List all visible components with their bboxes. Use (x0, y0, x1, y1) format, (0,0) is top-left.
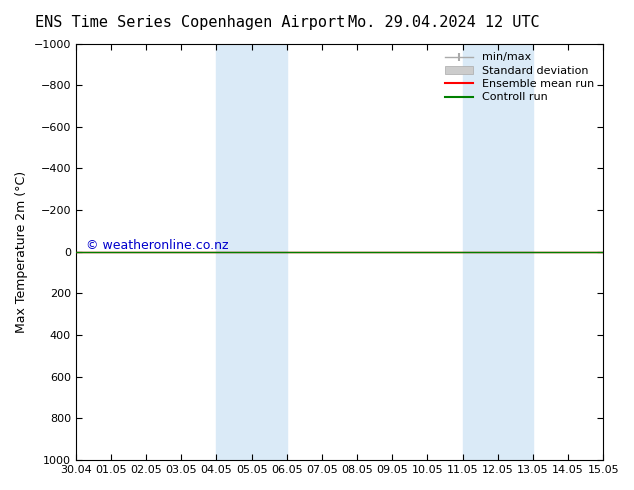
Text: Mo. 29.04.2024 12 UTC: Mo. 29.04.2024 12 UTC (348, 15, 540, 30)
Bar (463, 44, 533, 460)
Text: ENS Time Series Copenhagen Airport: ENS Time Series Copenhagen Airport (35, 15, 346, 30)
Bar (216, 44, 287, 460)
Y-axis label: Max Temperature 2m (°C): Max Temperature 2m (°C) (15, 171, 28, 333)
Legend: min/max, Standard deviation, Ensemble mean run, Controll run: min/max, Standard deviation, Ensemble me… (442, 49, 598, 106)
Text: © weatheronline.co.nz: © weatheronline.co.nz (86, 239, 229, 252)
